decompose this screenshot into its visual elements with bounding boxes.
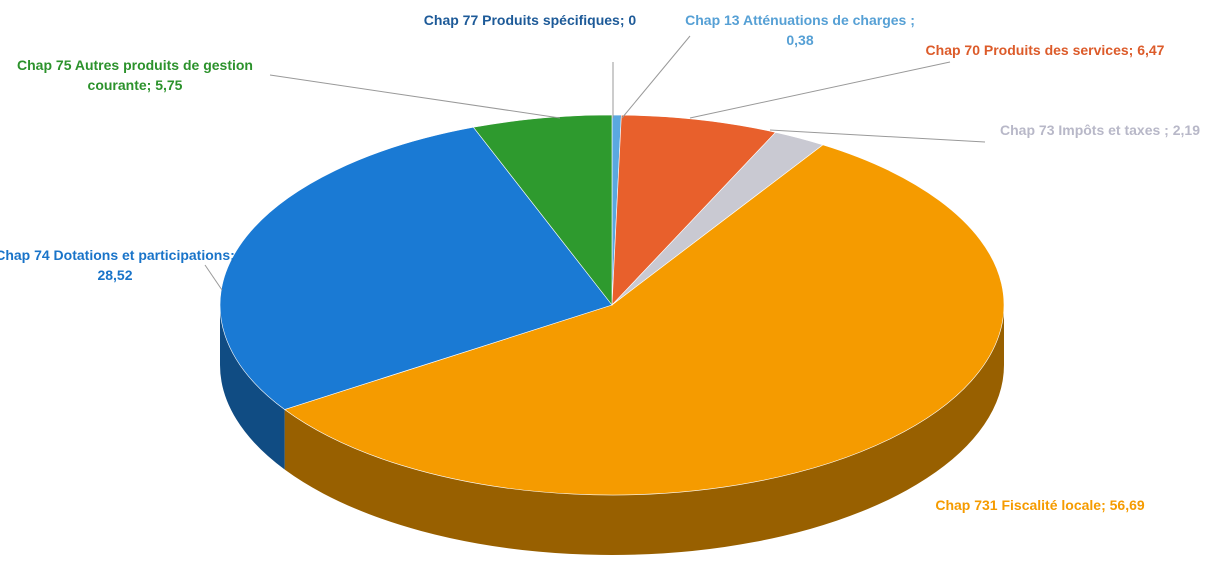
category-label: Chap 75 Autres produits de gestion coura… <box>17 57 253 93</box>
slice <box>472 114 613 306</box>
leader-line <box>269 74 561 119</box>
value-label: 28,52 <box>97 267 133 283</box>
category-label: Chap 70 Produits des services; <box>925 42 1134 58</box>
value-label: 0 <box>628 12 637 28</box>
slice <box>611 114 777 306</box>
data-label: Chap 75 Autres produits de gestion coura… <box>15 55 255 95</box>
slice-side <box>220 305 285 470</box>
category-label: Chap 73 Impôts et taxes ; <box>1000 122 1169 138</box>
value-label: 6,47 <box>1137 42 1165 58</box>
leader-line <box>204 264 223 291</box>
data-label: Chap 77 Produits spécifiques; 0 <box>410 10 650 30</box>
data-label: Chap 74 Dotations et participations; 28,… <box>0 245 235 285</box>
value-label: 2,19 <box>1172 122 1200 138</box>
leader-line <box>689 61 951 119</box>
category-label: Chap 731 Fiscalité locale; <box>935 497 1106 513</box>
value-label: 0,38 <box>786 32 814 48</box>
slice-side <box>284 305 1004 556</box>
category-label: Chap 13 Atténuations de charges ; <box>685 12 915 28</box>
leader-line <box>769 129 986 143</box>
data-label: Chap 70 Produits des services; 6,47 <box>925 40 1165 60</box>
data-label: Chap 13 Atténuations de charges ; 0,38 <box>680 10 920 50</box>
value-label: 5,75 <box>155 77 183 93</box>
slice <box>219 126 613 410</box>
slice <box>283 144 1005 496</box>
value-label: 56,69 <box>1109 497 1145 513</box>
leader-line <box>621 35 691 119</box>
data-label: Chap 73 Impôts et taxes ; 2,19 <box>980 120 1216 140</box>
data-label: Chap 731 Fiscalité locale; 56,69 <box>920 495 1160 515</box>
category-label: Chap 77 Produits spécifiques; <box>423 12 625 28</box>
category-label: Chap 74 Dotations et participations; <box>0 247 235 263</box>
